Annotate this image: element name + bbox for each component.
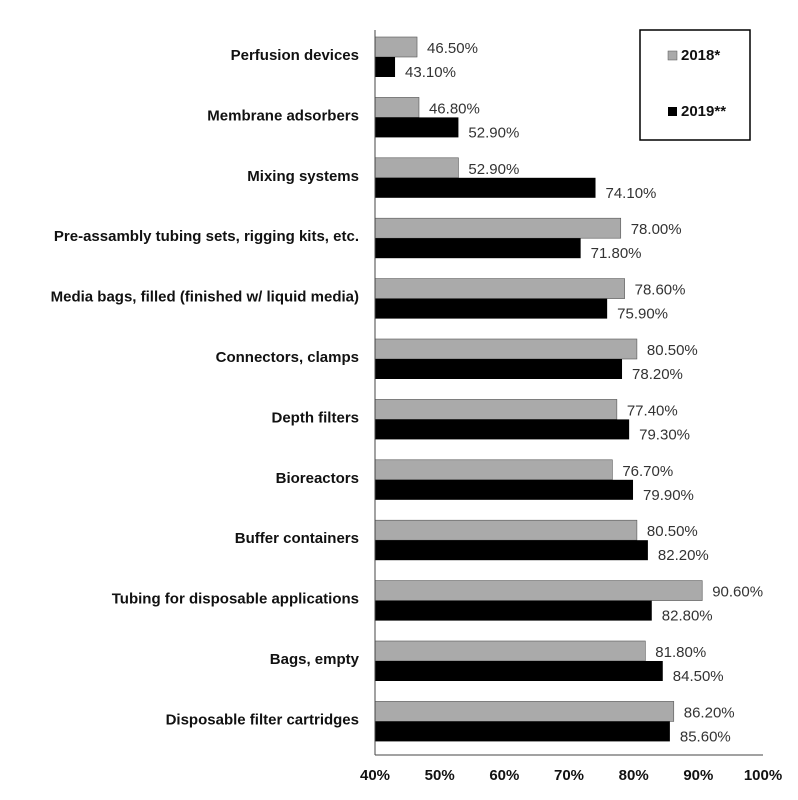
category-label: Bags, empty — [270, 651, 360, 668]
value-label-2018: 78.00% — [631, 221, 682, 238]
bar-2018 — [374, 97, 420, 118]
value-label-2019: 79.30% — [639, 426, 690, 443]
value-label-2019: 79.90% — [643, 487, 694, 504]
legend-swatch-2019 — [668, 107, 677, 116]
category-label: Media bags, filled (finished w/ liquid m… — [51, 289, 359, 306]
category-label: Bioreactors — [276, 470, 359, 487]
bar-2018 — [374, 338, 638, 360]
value-label-2018: 46.50% — [427, 40, 478, 57]
value-label-2019: 85.60% — [680, 728, 731, 745]
value-label-2018: 52.90% — [468, 161, 519, 178]
x-tick-label: 80% — [619, 767, 649, 784]
bar-2018 — [374, 701, 675, 722]
bar-2019 — [375, 359, 623, 379]
value-label-2019: 78.20% — [632, 366, 683, 383]
bar-2019 — [375, 600, 652, 621]
value-label-2019: 74.10% — [606, 185, 657, 202]
category-label: Depth filters — [271, 409, 359, 426]
x-tick-label: 90% — [683, 767, 713, 784]
x-tick-label: 50% — [425, 767, 455, 784]
bar-2018 — [374, 640, 646, 662]
category-label: Pre-assambly tubing sets, rigging kits, … — [54, 228, 359, 245]
bars-group — [374, 36, 703, 742]
value-label-2019: 82.20% — [658, 547, 709, 564]
bar-2019 — [375, 57, 396, 77]
value-label-2019: 52.90% — [468, 124, 519, 141]
value-label-2019: 75.90% — [617, 306, 668, 323]
bar-2019 — [375, 238, 581, 259]
value-labels: 46.50% 43.10% 46.80% 52.90% 52.90% 74.10% 78.0… — [405, 40, 763, 745]
bar-2019 — [375, 721, 670, 742]
bar-2019 — [375, 177, 596, 198]
category-label: Connectors, clamps — [216, 349, 359, 366]
value-label-2018: 90.60% — [712, 584, 763, 601]
bar-2018 — [374, 459, 613, 481]
value-label-2018: 80.50% — [647, 342, 698, 359]
value-label-2019: 43.10% — [405, 64, 456, 81]
bar-2018 — [374, 217, 622, 239]
legend-swatch-2018 — [667, 50, 678, 61]
x-tick-label: 60% — [489, 767, 519, 784]
bar-2018 — [374, 580, 703, 601]
bar-2019 — [375, 540, 648, 561]
bar-2018 — [374, 399, 618, 420]
bar-2019 — [375, 298, 608, 319]
category-labels: Perfusion devices Membrane adsorbers Mixin… — [51, 47, 360, 728]
value-label-2018: 76.70% — [622, 463, 673, 480]
value-label-2018: 46.80% — [429, 100, 480, 117]
bar-2018 — [374, 36, 418, 58]
bar-2019 — [375, 117, 459, 138]
x-axis — [374, 30, 763, 756]
category-label: Perfusion devices — [231, 47, 359, 64]
value-label-2019: 82.80% — [662, 608, 713, 625]
value-label-2018: 78.60% — [635, 282, 686, 299]
category-label: Mixing systems — [247, 168, 359, 185]
category-label: Membrane adsorbers — [207, 107, 359, 124]
value-label-2019: 84.50% — [673, 668, 724, 685]
bar-2019 — [375, 661, 663, 681]
value-label-2018: 80.50% — [647, 523, 698, 540]
bar-2018 — [374, 278, 625, 299]
legend-label-2018: 2018* — [681, 47, 720, 64]
bar-2018 — [374, 157, 459, 179]
category-label: Disposable filter cartridges — [166, 711, 359, 728]
legend-label-2019: 2019** — [681, 103, 726, 120]
x-tick-label: 70% — [554, 767, 584, 784]
category-label: Buffer containers — [235, 530, 359, 547]
value-label-2018: 81.80% — [655, 644, 706, 661]
x-tick-label: 40% — [360, 767, 390, 784]
bar-2018 — [374, 519, 638, 541]
value-label-2018: 77.40% — [627, 402, 678, 419]
x-tick-label: 100% — [744, 767, 782, 784]
x-tick-labels: 40% 50% 60% 70% 80% 90% 100% — [360, 767, 782, 784]
category-label: Tubing for disposable applications — [112, 591, 359, 608]
value-label-2018: 86.20% — [684, 704, 735, 721]
bar-2019 — [375, 419, 630, 440]
bar-2019 — [375, 479, 634, 500]
value-label-2019: 71.80% — [591, 245, 642, 262]
legend: 2018* 2019** — [639, 29, 751, 141]
legend-box — [639, 29, 751, 141]
